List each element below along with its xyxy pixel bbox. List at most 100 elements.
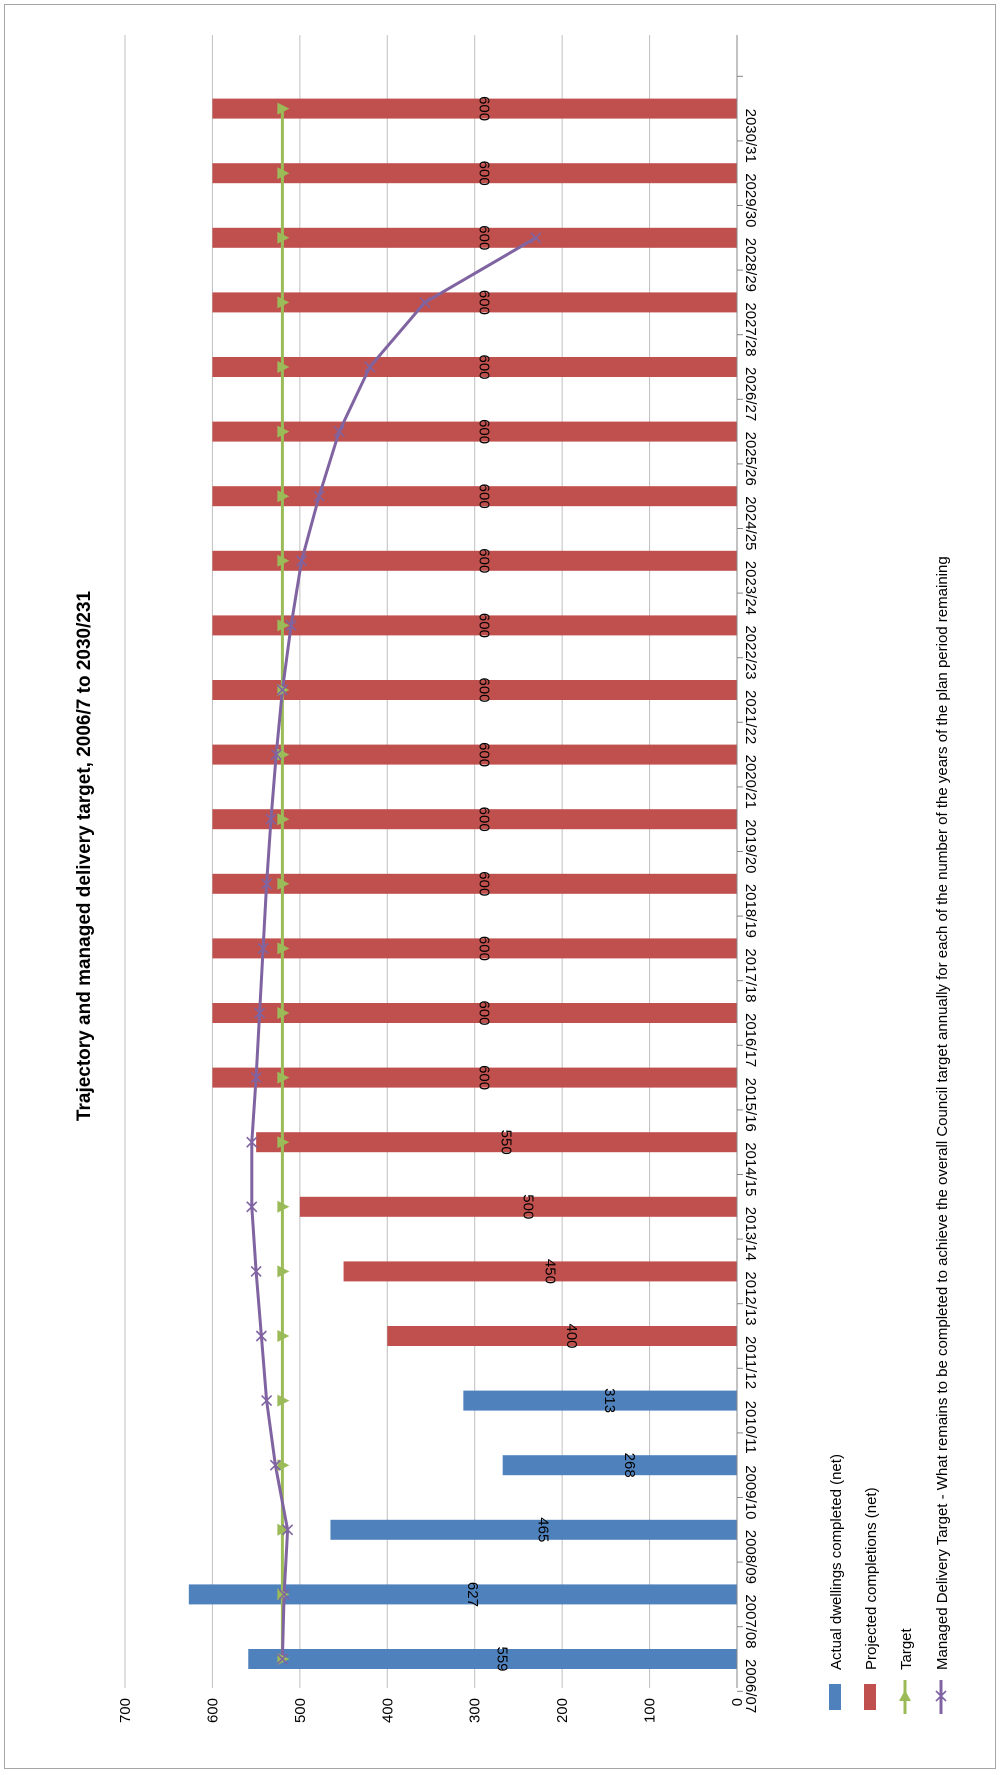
chart-title: Trajectory and managed delivery target, … [74, 590, 95, 1121]
axes: 0 100 200 300 400 500 600 700 2006/07 2007/08 2008… [117, 35, 759, 1723]
managed-marker-2021-22 [276, 684, 288, 696]
category-label-2008-09: 2008/09 [742, 1530, 759, 1584]
bar-projected-2014-15 [256, 1132, 737, 1153]
target-marker-2013-14 [277, 1200, 290, 1213]
target-marker-2016-17 [277, 1007, 290, 1019]
managed-marker-2024-25 [313, 490, 325, 502]
bar-projected-2025-26 [212, 421, 738, 442]
target-marker-2025-26 [277, 425, 290, 438]
managed-marker-2014-15 [246, 1136, 258, 1148]
data-label-2017-18: 600 [476, 936, 493, 961]
category-label-2022-23: 2022/23 [742, 625, 759, 679]
bar-projected-2020-21 [212, 744, 738, 765]
legend-label-0: Actual dwellings completed (net) [828, 1454, 845, 1670]
managed-marker-2010-11 [261, 1395, 273, 1407]
category-label-2027-28: 2027/28 [742, 302, 759, 356]
category-label-2007-08: 2007/08 [742, 1594, 759, 1648]
category-label-2017-18: 2017/18 [742, 948, 759, 1002]
bar-projected-2026-27 [212, 357, 738, 377]
data-label-2018-19: 600 [476, 871, 493, 896]
category-label-2006-07: 2006/07 [742, 1659, 759, 1713]
category-label-2029-30: 2029/30 [742, 173, 759, 227]
managed-marker-2022-23 [285, 619, 297, 631]
managed-marker-2012-13 [250, 1265, 262, 1277]
target-marker-2022-23 [277, 619, 290, 632]
bar-projected-2015-16 [212, 1067, 738, 1088]
managed-marker-2015-16 [250, 1072, 262, 1084]
target-marker-2010-11 [277, 1394, 290, 1407]
data-label-2006-07: 559 [494, 1646, 511, 1671]
bar-projected-2012-13 [343, 1261, 737, 1282]
data-label-2024-25: 600 [476, 484, 493, 509]
legend-label-1: Projected completions (net) [863, 1487, 880, 1670]
data-label-2007-08: 627 [464, 1582, 481, 1607]
managed-marker-2026-27 [364, 361, 376, 373]
data-label-2016-17: 600 [476, 1000, 493, 1025]
category-label-2010-11: 2010/11 [742, 1401, 759, 1454]
bar-projected-2028-29 [212, 227, 738, 248]
managed-marker-2016-17 [254, 1007, 266, 1019]
data-label-2014-15: 550 [498, 1130, 515, 1155]
bar-projected-2021-22 [212, 680, 738, 700]
target-marker-2030-31 [277, 102, 290, 115]
category-label-2018-19: 2018/19 [742, 884, 759, 938]
managed-marker-2027-28 [419, 296, 431, 308]
managed-marker-2018-19 [261, 878, 273, 890]
bar-projected-2022-23 [212, 615, 738, 636]
value-tick-label: 400 [379, 1698, 396, 1723]
target-marker-2014-15 [277, 1136, 290, 1149]
bar-actual-2010-11 [463, 1390, 737, 1411]
data-label-2008-09: 465 [535, 1517, 552, 1542]
managed-marker-2017-18 [257, 942, 269, 954]
bar-projected-2017-18 [212, 938, 738, 959]
managed-marker-2025-26 [333, 426, 345, 438]
data-labels: 559 627 465 268 313 400 450 500 550 600 600 600 600 6… [464, 96, 638, 1671]
managed-marker-2009-10 [269, 1459, 281, 1471]
managed-marker-2028-29 [530, 232, 542, 244]
data-label-2009-10: 268 [621, 1453, 638, 1478]
legend-key-1 [864, 1684, 876, 1710]
legend-label-2: Target [898, 1627, 915, 1670]
managed-marker-2019-20 [265, 813, 277, 825]
data-label-2023-24: 600 [476, 548, 493, 573]
bar-projected-2023-24 [212, 550, 738, 571]
managed-marker-2008-09 [282, 1524, 294, 1536]
category-label-2030-31: 2030/31 [742, 109, 759, 163]
target-marker-2015-16 [277, 1071, 290, 1084]
category-label-2023-24: 2023/24 [742, 561, 759, 615]
category-label-2025-26: 2025/26 [742, 432, 759, 486]
bar-projected-2011-12 [387, 1326, 737, 1346]
target-marker-2024-25 [277, 490, 290, 503]
legend-label-3: Managed Delivery Target - What remains t… [934, 556, 951, 1670]
value-tick-label: 100 [642, 1698, 659, 1723]
category-label-2012-13: 2012/13 [742, 1271, 759, 1325]
data-label-2013-14: 500 [519, 1194, 536, 1219]
bars [188, 98, 738, 1669]
data-label-2022-23: 600 [476, 613, 493, 638]
value-tick-label: 0 [729, 1698, 746, 1706]
category-label-2019-20: 2019/20 [742, 819, 759, 873]
bar-projected-2030-31 [212, 98, 738, 119]
target-marker-2027-28 [277, 296, 290, 309]
data-label-2019-20: 600 [476, 807, 493, 832]
data-label-2011-12: 400 [563, 1323, 580, 1348]
target-marker-2008-09 [277, 1523, 290, 1536]
data-label-2029-30: 600 [476, 161, 493, 186]
data-label-2010-11: 313 [601, 1388, 618, 1413]
target-marker-2026-27 [277, 361, 290, 373]
category-label-2016-17: 2016/17 [742, 1013, 759, 1067]
bar-actual-2007-08 [188, 1584, 737, 1605]
bar-projected-2027-28 [212, 292, 738, 313]
target-marker-2019-20 [277, 813, 290, 826]
target-marker-2023-24 [277, 554, 290, 567]
bar-projected-2013-14 [299, 1196, 737, 1217]
bar-actual-2008-09 [330, 1519, 737, 1540]
data-label-2025-26: 600 [476, 419, 493, 444]
bar-actual-2006-07 [248, 1649, 737, 1669]
data-label-2012-13: 450 [541, 1259, 558, 1284]
gridlines [124, 35, 738, 1688]
category-label-2015-16: 2015/16 [742, 1078, 759, 1132]
category-label-2026-27: 2026/27 [742, 367, 759, 421]
category-label-2011-12: 2011/12 [742, 1336, 759, 1389]
